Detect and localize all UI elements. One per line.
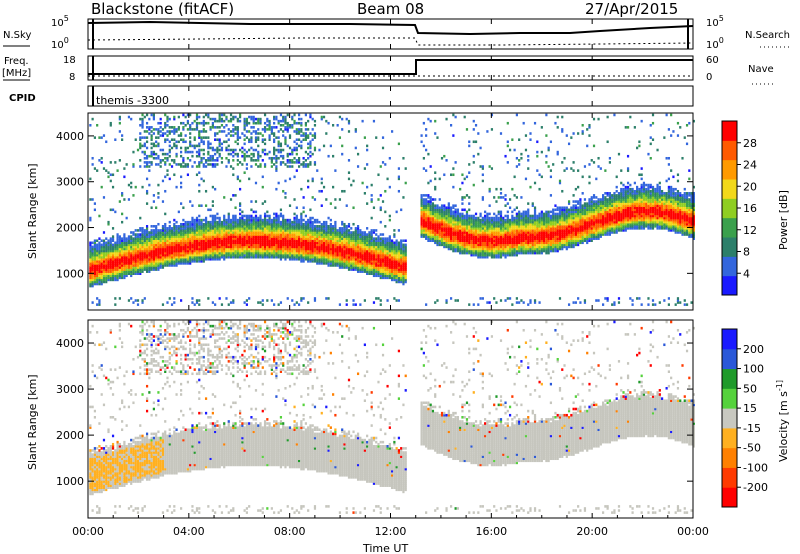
velocity-ylabel: Slant Range [km] bbox=[26, 374, 39, 470]
y-tick-label: 2000 bbox=[56, 222, 84, 235]
freq-line bbox=[88, 59, 693, 75]
x-axis-label: Time UT bbox=[362, 542, 408, 554]
colorbar-tick-label: 16 bbox=[743, 202, 757, 215]
x-tick-label: 20:00 bbox=[576, 525, 608, 538]
freq-left-tick-high: 18 bbox=[63, 55, 76, 66]
nave-right-tick-low: 0 bbox=[706, 72, 712, 83]
y-tick-label: 4000 bbox=[56, 337, 84, 350]
x-tick-label: 04:00 bbox=[173, 525, 205, 538]
power-data-layer bbox=[89, 113, 695, 306]
y-tick-label: 1000 bbox=[56, 475, 84, 488]
colorbar-tick-label: 4 bbox=[743, 267, 750, 280]
colorbar-tick-label: 50 bbox=[743, 382, 757, 395]
colorbar-tick-label: 28 bbox=[743, 137, 757, 150]
date-title: 27/Apr/2015 bbox=[585, 0, 678, 18]
noise-right-label: N.Search bbox=[745, 30, 790, 41]
colorbar-tick-label: 15 bbox=[743, 402, 757, 415]
velocity-colorbar: -200 -100 -50 -15 15 50 100 200 Velocity [m s-1… bbox=[721, 328, 790, 508]
noise-right-tick-low: 100 bbox=[706, 36, 724, 51]
noise-left-tick-low: 100 bbox=[51, 36, 69, 51]
freq-label-2: [MHz] bbox=[2, 68, 31, 79]
colorbar-tick-label: -200 bbox=[743, 481, 768, 494]
x-tick-label: 00:00 bbox=[72, 525, 104, 538]
noise-left-tick-high: 105 bbox=[51, 14, 69, 29]
noise-right-tick-high: 105 bbox=[706, 14, 724, 29]
x-tick-label: 12:00 bbox=[375, 525, 407, 538]
station-title: Blackstone (fitACF) bbox=[91, 0, 234, 18]
cpid-value: themis -3300 bbox=[96, 94, 169, 107]
x-tick-label: 08:00 bbox=[274, 525, 306, 538]
y-tick-label: 1000 bbox=[56, 267, 84, 280]
colorbar-tick-label: 12 bbox=[743, 224, 757, 237]
colorbar-tick-label: -15 bbox=[743, 422, 761, 435]
cpid-panel: CPID themis -3300 bbox=[9, 85, 694, 107]
freq-left-tick-low: 8 bbox=[69, 72, 75, 83]
colorbar-tick-label: 24 bbox=[743, 159, 757, 172]
beam-title: Beam 08 bbox=[357, 0, 424, 18]
freq-label-1: Freq. bbox=[4, 56, 29, 67]
x-tick-label: 16:00 bbox=[475, 525, 507, 538]
y-tick-label: 3000 bbox=[56, 176, 84, 189]
noise-left-label: N.Sky bbox=[3, 30, 31, 41]
colorbar-tick-label: 8 bbox=[743, 246, 750, 259]
noise-panel: N.Sky 105 100 105 100 N.Search bbox=[3, 14, 792, 51]
noise-sky-line bbox=[87, 20, 694, 36]
velocity-y-ticks: 1000 2000 3000 4000 bbox=[56, 337, 693, 488]
y-tick-label: 4000 bbox=[56, 130, 84, 143]
power-colorbar: 4 8 12 16 20 24 28 Power [dB] bbox=[721, 120, 790, 296]
velocity-panel: 1000 2000 3000 4000 Slant Range [km] bbox=[26, 319, 695, 519]
x-tick-label: 00:00 bbox=[677, 525, 709, 538]
y-tick-label: 3000 bbox=[56, 383, 84, 396]
power-colorbar-label: Power [dB] bbox=[777, 190, 790, 250]
cpid-label: CPID bbox=[9, 93, 36, 104]
nave-label: Nave bbox=[748, 64, 774, 75]
colorbar-tick-label: -50 bbox=[743, 442, 761, 455]
y-tick-label: 2000 bbox=[56, 429, 84, 442]
colorbar-tick-label: 100 bbox=[743, 363, 764, 376]
power-panel: 1000 2000 3000 4000 Slant Range [km] bbox=[26, 112, 695, 311]
colorbar-tick-label: 200 bbox=[743, 343, 764, 356]
velocity-colorbar-label: Velocity [m s-1] bbox=[775, 380, 790, 462]
x-axis-ticks: 00:00 04:00 08:00 12:00 16:00 20:00 00:00 bbox=[72, 19, 709, 538]
power-ylabel: Slant Range [km] bbox=[26, 163, 39, 259]
freq-panel: Freq. [MHz] 18 8 60 0 Nave bbox=[2, 55, 776, 85]
noise-search-line bbox=[87, 37, 694, 46]
colorbar-tick-label: -100 bbox=[743, 461, 768, 474]
colorbar-tick-label: 20 bbox=[743, 180, 757, 193]
power-y-ticks: 1000 2000 3000 4000 bbox=[56, 130, 693, 280]
velocity-data-layer bbox=[89, 320, 695, 514]
nave-right-tick-high: 60 bbox=[706, 55, 719, 66]
